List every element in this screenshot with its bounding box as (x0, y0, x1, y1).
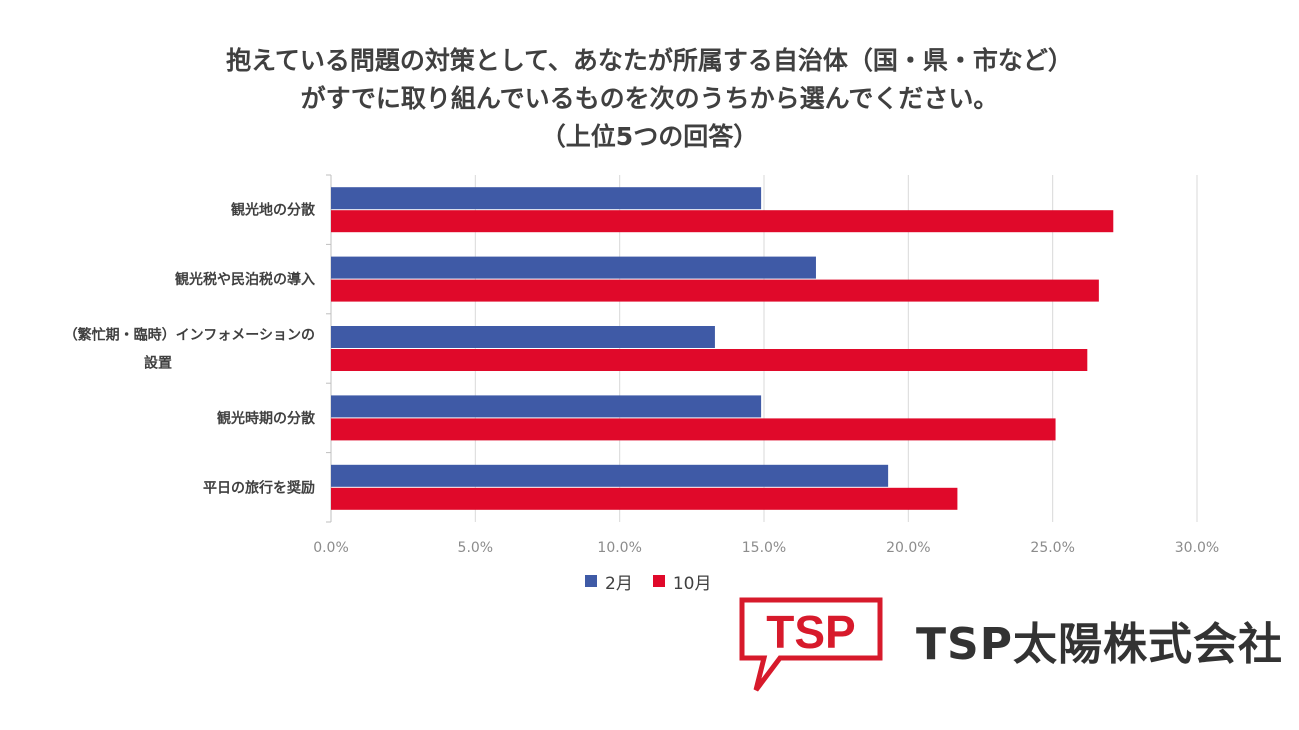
company-name: TSP太陽株式会社 (916, 619, 1283, 670)
category-label-line: 設置 (144, 355, 172, 372)
x-tick-label: 25.0% (1030, 540, 1074, 556)
x-tick-label: 20.0% (886, 540, 930, 556)
category-label-line: 観光税や民泊税の導入 (175, 271, 315, 288)
tsp-logo: TSP (738, 596, 888, 698)
bar-oct (331, 349, 1088, 371)
speech-bubble-logo-icon: TSP (739, 597, 883, 692)
bar-feb (331, 187, 762, 210)
bar-oct (331, 210, 1114, 233)
category-label-line: 観光時期の分散 (217, 410, 316, 427)
category-label-line: 平日の旅行を奨励 (203, 479, 315, 496)
bar-feb (331, 256, 816, 279)
legend-item-feb: 2月 (585, 569, 633, 594)
bar-oct (331, 487, 958, 510)
chart-title: 抱えている問題の対策として、あなたが所属する自治体（国・県・市など） がすでに取… (0, 42, 1299, 156)
title-line-2: がすでに取り組んでいるものを次のうちから選んでください。 (300, 84, 999, 113)
category-label: 平日の旅行を奨励 (203, 479, 315, 496)
legend-label-feb: 2月 (605, 573, 633, 594)
legend: 2月 10月 (585, 569, 731, 594)
category-label-line: 観光地の分散 (231, 202, 316, 219)
x-tick-label: 0.0% (313, 540, 349, 556)
bar-feb (331, 464, 889, 487)
bar-feb (331, 395, 762, 418)
x-tick-label: 15.0% (742, 540, 786, 556)
x-tick-label: 30.0% (1175, 540, 1219, 556)
legend-label-oct: 10月 (672, 573, 712, 594)
bar-oct (331, 418, 1056, 441)
title-line-1: 抱えている問題の対策として、あなたが所属する自治体（国・県・市など） (226, 46, 1073, 75)
x-tick-label: 5.0% (458, 540, 494, 556)
logo-mark-text: TSP (766, 606, 855, 658)
legend-item-oct: 10月 (652, 569, 712, 594)
title-line-3: （上位5つの回答） (540, 122, 759, 151)
bar-feb (331, 326, 715, 348)
bar-chart: 0.0% 5.0% 10.0% 15.0% 20.0% 25.0% 30.0% 観光地の分散観… (64, 174, 1219, 556)
category-label: （繁忙期・臨時）インフォメーションの設置 (64, 327, 315, 372)
category-label: 観光時期の分散 (217, 410, 316, 427)
bar-oct (331, 279, 1099, 302)
legend-swatch-oct (652, 575, 665, 587)
category-label-line: （繁忙期・臨時）インフォメーションの (64, 327, 315, 344)
category-label: 観光税や民泊税の導入 (175, 271, 315, 288)
category-label: 観光地の分散 (231, 202, 316, 219)
x-tick-label: 10.0% (597, 540, 641, 556)
legend-swatch-feb (585, 575, 597, 587)
